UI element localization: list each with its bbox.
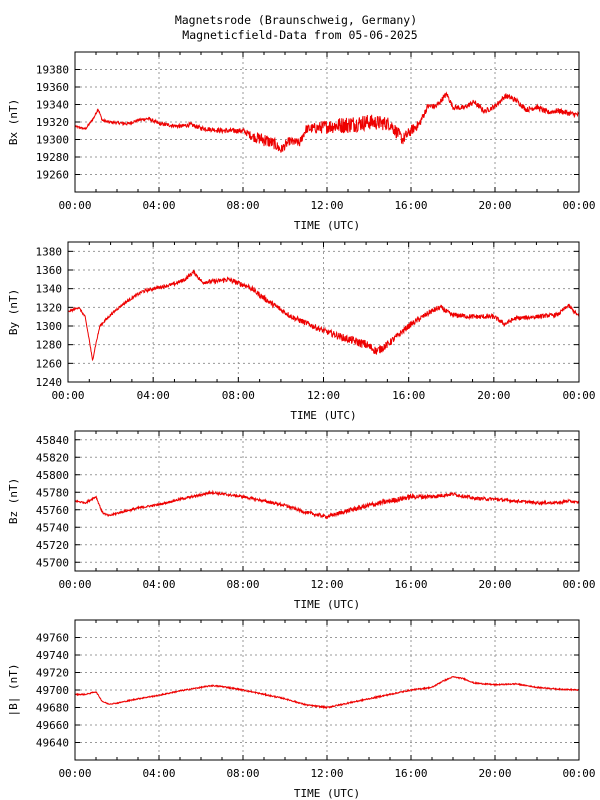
y-tick-label: 45720	[36, 539, 69, 552]
y-tick-label: 1280	[36, 339, 63, 352]
y-tick-label: 45820	[36, 451, 69, 464]
panel-4: 49640 49660 49680 49700 49720 49740 49760 00:00…	[7, 619, 596, 800]
x-axis-label: TIME (UTC)	[290, 409, 356, 422]
y-tick-label: 49740	[36, 649, 69, 662]
y-tick-label: 1260	[36, 357, 63, 370]
y-tick-label: 19380	[36, 64, 69, 77]
x-axis-label: TIME (UTC)	[294, 598, 360, 611]
series-line-1	[74, 675, 580, 710]
x-tick-label: 00:00	[51, 389, 84, 402]
x-tick-label: 04:00	[142, 578, 175, 591]
x-tick-label: 04:00	[142, 199, 175, 212]
x-tick-label: 08:00	[222, 389, 255, 402]
y-tick-label: 1240	[36, 376, 63, 389]
panel-3: 45700 45720 45740 45760 45780 45800 45820 45840…	[7, 430, 596, 611]
x-tick-label: 04:00	[142, 767, 175, 780]
y-tick-label: 1340	[36, 283, 63, 296]
y-tick-label: 45780	[36, 486, 69, 499]
y-tick-label: 49720	[36, 667, 69, 680]
y-tick-label: 45840	[36, 434, 69, 447]
y-axis-label: Bz (nT)	[7, 478, 20, 524]
y-axis-label: Bx (nT)	[7, 99, 20, 145]
plot-frame	[74, 51, 580, 193]
x-tick-label: 00:00	[562, 578, 595, 591]
y-tick-label: 19300	[36, 134, 69, 147]
x-tick-label: 08:00	[226, 199, 259, 212]
plot-frame	[74, 619, 580, 761]
y-tick-label: 45700	[36, 556, 69, 569]
panel-1: 19260 19280 19300 19320 19340 19360 19380 00:00…	[7, 51, 596, 232]
x-tick-label: 16:00	[394, 578, 427, 591]
x-tick-label: 08:00	[226, 767, 259, 780]
x-tick-label: 00:00	[562, 389, 595, 402]
panel-2: 1240 1260 1280 1300 1320 1340 1360 1380 00:00 04:…	[7, 241, 596, 422]
y-tick-label: 49700	[36, 684, 69, 697]
x-tick-label: 08:00	[226, 578, 259, 591]
x-tick-label: 00:00	[58, 767, 91, 780]
series-line-1	[74, 91, 580, 153]
y-tick-label: 49760	[36, 632, 69, 645]
x-tick-label: 20:00	[478, 199, 511, 212]
x-tick-label: 20:00	[478, 767, 511, 780]
y-tick-label: 49640	[36, 737, 69, 750]
y-tick-label: 19280	[36, 151, 69, 164]
plot-frame	[74, 430, 580, 572]
y-tick-label: 49660	[36, 719, 69, 732]
x-tick-label: 12:00	[310, 767, 343, 780]
y-tick-label: 1320	[36, 301, 63, 314]
x-tick-label: 00:00	[58, 578, 91, 591]
x-tick-label: 16:00	[394, 767, 427, 780]
y-tick-label: 19360	[36, 81, 69, 94]
figure-subtitle: Magneticfield-Data from 05-06-2025	[182, 28, 417, 42]
y-tick-label: 1300	[36, 320, 63, 333]
x-axis-label: TIME (UTC)	[294, 787, 360, 800]
y-tick-label: 1360	[36, 264, 63, 277]
y-tick-label: 1380	[36, 245, 63, 258]
y-tick-label: 49680	[36, 702, 69, 715]
figure-title: Magnetsrode (Braunschweig, Germany)	[175, 13, 417, 27]
y-tick-label: 45760	[36, 504, 69, 517]
plot-frame	[67, 241, 580, 383]
series-line-1	[67, 269, 580, 362]
y-tick-label: 19320	[36, 116, 69, 129]
y-tick-label: 45800	[36, 469, 69, 482]
x-axis-label: TIME (UTC)	[294, 219, 360, 232]
y-axis-label: |B| (nT)	[7, 664, 20, 717]
x-tick-label: 04:00	[137, 389, 170, 402]
x-tick-label: 00:00	[562, 199, 595, 212]
y-tick-label: 19340	[36, 99, 69, 112]
y-axis-label: By (nT)	[7, 289, 20, 335]
x-tick-label: 12:00	[310, 578, 343, 591]
x-tick-label: 12:00	[307, 389, 340, 402]
y-tick-label: 19260	[36, 169, 69, 182]
x-tick-label: 00:00	[562, 767, 595, 780]
x-tick-label: 12:00	[310, 199, 343, 212]
x-tick-label: 16:00	[392, 389, 425, 402]
x-tick-label: 20:00	[477, 389, 510, 402]
x-tick-label: 00:00	[58, 199, 91, 212]
chart-panels: 19260 19280 19300 19320 19340 19360 19380 00:00…	[7, 51, 596, 800]
y-tick-label: 45740	[36, 521, 69, 534]
x-tick-label: 20:00	[478, 578, 511, 591]
series-line-1	[74, 489, 580, 520]
x-tick-label: 16:00	[394, 199, 427, 212]
